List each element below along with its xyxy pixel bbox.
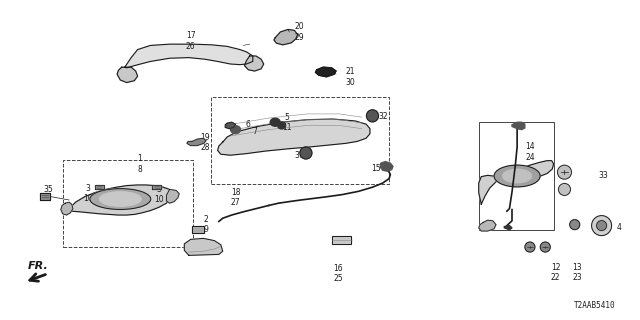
Circle shape — [557, 165, 572, 179]
Ellipse shape — [494, 165, 540, 187]
Text: 16
25: 16 25 — [333, 264, 343, 283]
Polygon shape — [166, 189, 179, 203]
Polygon shape — [218, 119, 370, 155]
Polygon shape — [316, 67, 336, 77]
Polygon shape — [152, 185, 161, 189]
Text: 31: 31 — [595, 223, 605, 232]
Circle shape — [367, 110, 378, 122]
Text: 18
27: 18 27 — [230, 188, 241, 207]
Text: 13
23: 13 23 — [572, 263, 582, 282]
Polygon shape — [187, 138, 206, 146]
Circle shape — [540, 242, 550, 252]
Polygon shape — [184, 238, 223, 255]
Polygon shape — [67, 185, 173, 215]
Text: T2AAB5410: T2AAB5410 — [574, 301, 616, 310]
Circle shape — [559, 183, 570, 196]
Bar — [479, 122, 554, 230]
Text: FR.: FR. — [28, 261, 49, 271]
Polygon shape — [274, 29, 298, 45]
Polygon shape — [192, 226, 204, 233]
Polygon shape — [40, 193, 50, 200]
Circle shape — [596, 220, 607, 231]
Bar — [63, 160, 193, 247]
Text: 35: 35 — [43, 185, 53, 194]
Text: 4: 4 — [617, 223, 622, 232]
Ellipse shape — [503, 169, 531, 183]
Polygon shape — [479, 161, 554, 204]
Ellipse shape — [278, 122, 285, 129]
Polygon shape — [244, 56, 264, 71]
Polygon shape — [117, 67, 138, 83]
Bar — [211, 97, 389, 184]
Text: 15: 15 — [371, 164, 381, 172]
Circle shape — [591, 216, 612, 236]
Text: 17
26: 17 26 — [186, 31, 196, 51]
Circle shape — [525, 242, 535, 252]
Ellipse shape — [90, 189, 151, 209]
Text: 32: 32 — [378, 112, 388, 121]
Text: 34: 34 — [201, 248, 211, 257]
Circle shape — [300, 147, 312, 159]
Polygon shape — [512, 122, 525, 130]
Text: 21
30: 21 30 — [346, 67, 356, 86]
Text: 37: 37 — [294, 151, 305, 160]
Text: 19
28: 19 28 — [200, 133, 210, 152]
Text: 36: 36 — [343, 236, 353, 245]
Circle shape — [570, 220, 580, 230]
Text: 3
10: 3 10 — [83, 184, 93, 203]
Text: 12
22: 12 22 — [551, 263, 560, 282]
Ellipse shape — [230, 126, 241, 134]
Text: 14
24: 14 24 — [525, 142, 535, 162]
Polygon shape — [332, 236, 351, 244]
Text: 6: 6 — [246, 120, 251, 129]
Polygon shape — [125, 44, 253, 68]
Polygon shape — [479, 220, 496, 231]
Polygon shape — [61, 202, 73, 215]
Polygon shape — [504, 226, 512, 230]
Text: 5
11: 5 11 — [282, 113, 291, 132]
Polygon shape — [225, 122, 236, 129]
Ellipse shape — [100, 192, 141, 206]
Text: 33: 33 — [598, 171, 608, 180]
Polygon shape — [380, 162, 393, 171]
Ellipse shape — [270, 118, 280, 126]
Text: 20
29: 20 29 — [294, 22, 305, 42]
Text: 2
9: 2 9 — [204, 215, 209, 234]
Text: 7: 7 — [252, 127, 257, 136]
Text: 1
8: 1 8 — [137, 154, 142, 173]
Text: 3
10: 3 10 — [154, 185, 164, 204]
Polygon shape — [95, 185, 104, 189]
